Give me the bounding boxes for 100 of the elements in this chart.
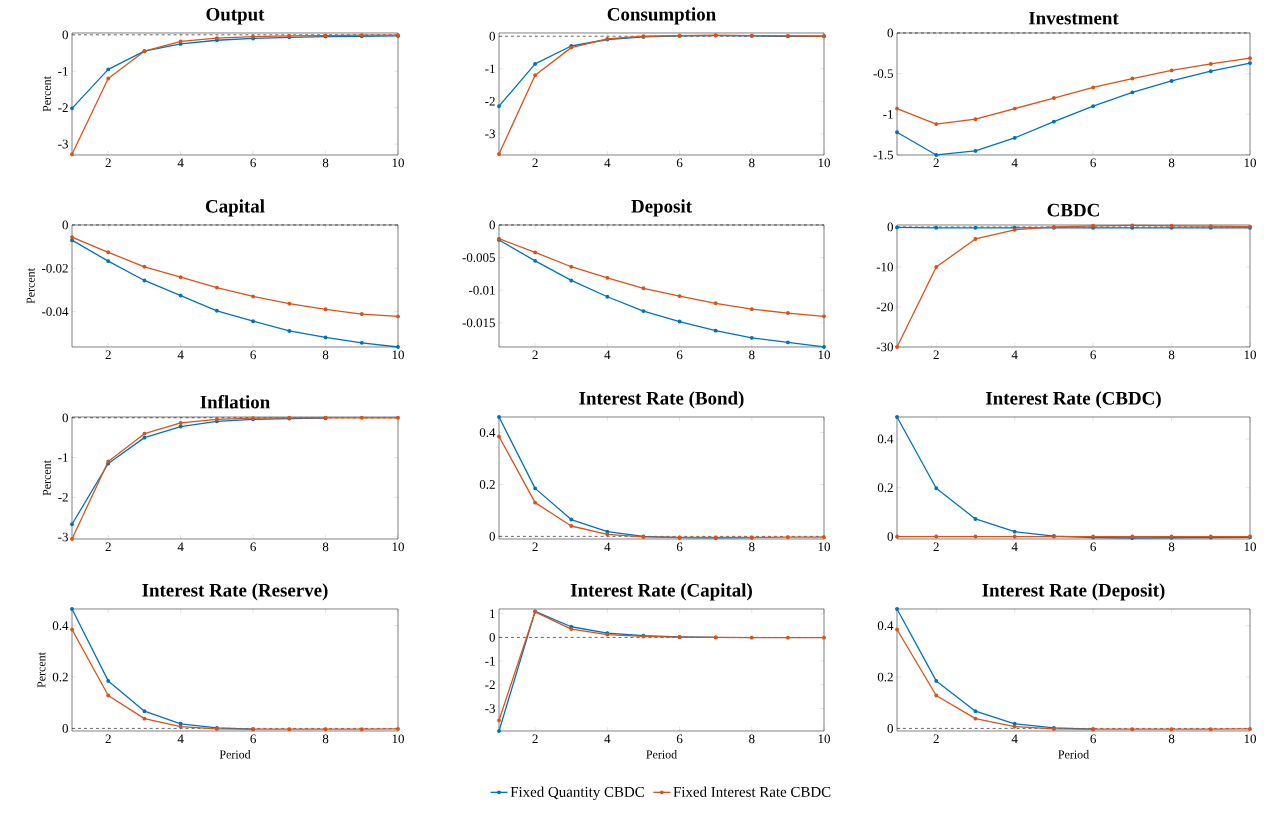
x-tick-label: 6	[1090, 350, 1096, 360]
y-tick-label: 0.4	[479, 428, 496, 437]
y-tick-label: -1.5	[873, 150, 893, 160]
x-axis-title: Period	[219, 750, 251, 759]
x-tick-label: 6	[250, 350, 256, 360]
y-tick-label: 0.2	[479, 480, 495, 489]
x-tick-label: 6	[676, 350, 683, 360]
x-tick-label: 4	[177, 734, 184, 744]
x-tick-label: 8	[322, 734, 329, 744]
x-tick-label: 4	[604, 350, 611, 360]
chart-title: Capital	[205, 199, 265, 217]
x-tick-label: 8	[1168, 542, 1175, 552]
chart-title: Interest Rate (Capital)	[570, 583, 752, 601]
legend-label: Fixed Interest Rate CBDC	[673, 786, 831, 797]
x-tick-label: 4	[604, 158, 611, 168]
y-tick-label: 0	[489, 31, 495, 41]
x-tick-label: 2	[105, 158, 111, 168]
y-tick-label: -1	[58, 66, 68, 76]
x-tick-label: 6	[676, 542, 683, 552]
y-axis-title: Percent	[42, 76, 51, 112]
y-tick-label: 0.2	[52, 672, 68, 682]
y-tick-label: -0.01	[469, 285, 495, 295]
y-tick-label: -1	[485, 656, 495, 666]
x-tick-label: 8	[749, 158, 755, 168]
y-tick-label: 0	[62, 724, 68, 733]
x-tick-label: 4	[1011, 158, 1018, 168]
x-tick-label: 2	[532, 158, 538, 168]
y-tick-label: -10	[876, 262, 893, 272]
y-tick-label: 0	[489, 633, 495, 642]
x-tick-label: 4	[1011, 542, 1018, 552]
chart-title: Output	[206, 7, 265, 25]
y-axis-title: Percent	[42, 460, 51, 496]
chart-title: Consumption	[607, 7, 716, 25]
y-axis-title: Percent	[37, 652, 46, 688]
x-tick-label: 2	[933, 158, 939, 168]
y-tick-label: -3	[58, 139, 68, 149]
x-tick-label: 6	[250, 734, 256, 744]
y-tick-label: -3	[485, 704, 495, 713]
y-tick-label: -0.015	[462, 318, 495, 328]
chart-title: Investment	[1028, 11, 1119, 25]
y-tick-label: -1	[883, 110, 893, 119]
x-tick-label: 8	[749, 542, 755, 552]
chart-title: Interest Rate (Deposit)	[982, 583, 1165, 601]
y-tick-label: 0	[887, 222, 893, 232]
y-tick-label: 0	[62, 220, 68, 230]
y-tick-label: 0.4	[52, 621, 69, 631]
x-axis-title: Period	[646, 750, 677, 759]
x-tick-label: 6	[250, 158, 256, 168]
y-tick-label: 0	[887, 28, 893, 38]
x-tick-label: 4	[177, 350, 184, 360]
y-tick-label: -1	[485, 64, 495, 74]
x-tick-label: 2	[105, 350, 111, 360]
y-tick-label: -30	[876, 342, 893, 352]
x-tick-label: 10	[1244, 158, 1256, 168]
y-tick-label: -2	[485, 97, 495, 106]
y-tick-label: -0.5	[873, 69, 893, 79]
x-tick-label: 6	[1090, 542, 1096, 552]
legend-label: Fixed Quantity CBDC	[510, 786, 644, 800]
x-tick-label: 2	[933, 542, 939, 552]
x-tick-label: 6	[1090, 158, 1096, 168]
x-tick-label: 10	[818, 158, 830, 168]
x-tick-label: 10	[1244, 350, 1256, 360]
y-tick-label: -1	[58, 453, 68, 462]
x-tick-label: 2	[532, 734, 538, 744]
x-tick-label: 8	[1168, 734, 1175, 744]
x-tick-label: 10	[392, 734, 404, 744]
y-tick-label: 0	[887, 724, 893, 733]
y-tick-label: -20	[876, 302, 893, 312]
x-tick-label: 10	[818, 350, 830, 360]
x-tick-label: 8	[322, 350, 329, 360]
x-tick-label: 2	[933, 350, 939, 360]
x-tick-label: 6	[676, 158, 683, 168]
x-tick-label: 4	[1011, 350, 1018, 360]
x-tick-label: 10	[1244, 734, 1256, 744]
x-tick-label: 2	[105, 734, 111, 744]
x-tick-label: 2	[532, 350, 538, 360]
x-tick-label: 10	[392, 542, 404, 552]
chart-title: Interest Rate (Reserve)	[142, 583, 328, 601]
x-tick-label: 2	[105, 542, 111, 552]
y-tick-label: 1	[490, 609, 495, 618]
x-tick-label: 10	[818, 734, 830, 744]
y-tick-label: -2	[58, 103, 68, 112]
chart-title: CBDC	[1047, 203, 1099, 217]
x-tick-label: 4	[1011, 734, 1018, 744]
x-tick-label: 8	[1168, 158, 1175, 168]
x-tick-label: 4	[604, 542, 611, 552]
y-tick-label: -3	[58, 532, 68, 542]
x-tick-label: 8	[1168, 350, 1175, 360]
y-tick-label: -3	[485, 129, 495, 139]
y-tick-label: -2	[58, 492, 68, 502]
x-tick-label: 4	[177, 158, 184, 168]
x-tick-label: 10	[392, 350, 404, 360]
x-tick-label: 10	[818, 542, 830, 552]
x-tick-label: 4	[604, 734, 611, 744]
y-tick-label: 0.4	[877, 434, 894, 444]
y-tick-label: 0	[489, 532, 495, 541]
x-tick-label: 6	[676, 734, 683, 744]
y-tick-label: 0	[887, 532, 893, 541]
y-tick-label: -0.005	[462, 253, 495, 262]
y-tick-label: -2	[485, 680, 495, 690]
